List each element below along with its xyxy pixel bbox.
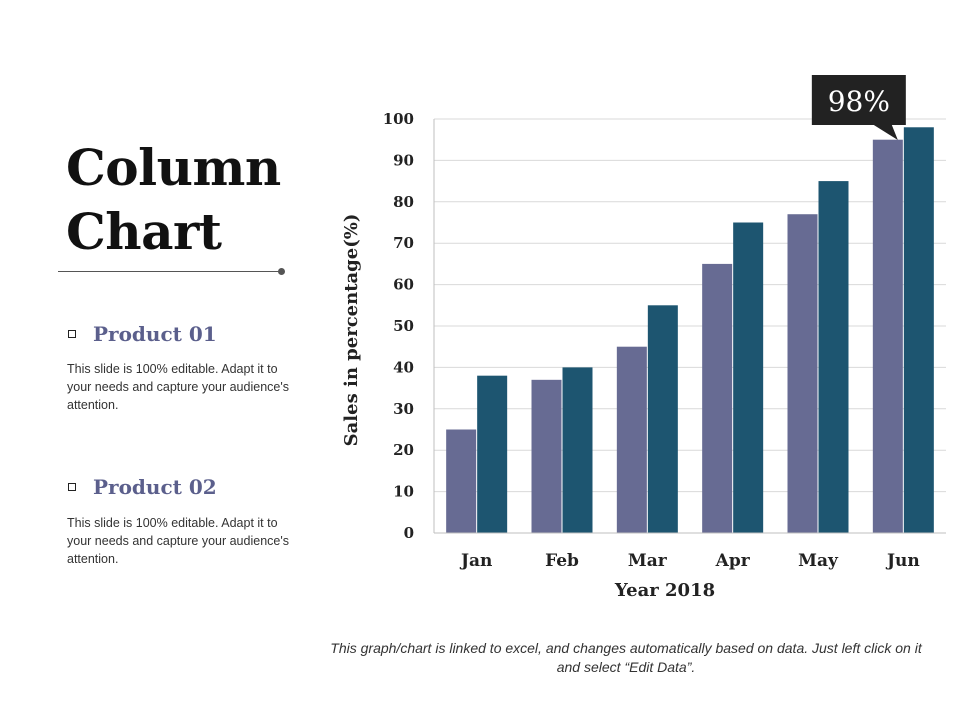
bar-feb-series-1 xyxy=(531,379,562,533)
y-axis-title: Sales in percentage(%) xyxy=(341,214,362,447)
product-01-heading: Product 01 xyxy=(68,322,217,346)
y-tick-label: 0 xyxy=(404,524,414,542)
title-divider xyxy=(58,271,280,272)
title-divider-dot xyxy=(278,268,285,275)
checkbox-bullet-icon xyxy=(68,330,76,338)
y-tick-label: 20 xyxy=(393,441,414,459)
product-02-title: Product 02 xyxy=(93,475,217,499)
bar-mar-series-1 xyxy=(616,346,647,533)
slide-title-line-2: Chart xyxy=(66,202,222,261)
product-02-heading: Product 02 xyxy=(68,475,217,499)
bar-mar-series-2 xyxy=(647,305,678,533)
x-tick-label: Feb xyxy=(545,551,579,571)
y-tick-label: 60 xyxy=(393,276,414,294)
y-tick-label: 80 xyxy=(393,193,414,211)
checkbox-bullet-icon xyxy=(68,483,76,491)
x-tick-label: Jan xyxy=(459,551,492,571)
product-01-title: Product 01 xyxy=(93,322,217,346)
callout-text: 98% xyxy=(828,85,890,118)
x-axis-title: Year 2018 xyxy=(614,580,715,601)
y-tick-label: 90 xyxy=(393,151,414,169)
bars xyxy=(446,127,934,533)
slide-title-line-1: Column xyxy=(66,138,281,197)
axes xyxy=(433,119,946,534)
y-tick-label: 10 xyxy=(393,483,414,501)
bar-apr-series-1 xyxy=(702,263,733,533)
callout-box xyxy=(811,75,906,140)
bar-may-series-2 xyxy=(818,181,849,533)
bar-jan-series-2 xyxy=(477,375,508,533)
chart-footnote: This graph/chart is linked to excel, and… xyxy=(330,640,922,675)
y-tick-label: 30 xyxy=(393,400,414,418)
y-tick-label: 50 xyxy=(393,317,414,335)
y-tick-label: 100 xyxy=(383,110,414,128)
bar-may-series-1 xyxy=(787,214,818,533)
gridlines xyxy=(434,118,946,493)
bar-jun-series-1 xyxy=(872,139,903,533)
y-tick-label: 70 xyxy=(393,234,414,252)
product-02-description: This slide is 100% editable. Adapt it to… xyxy=(67,516,289,566)
bar-apr-series-2 xyxy=(733,222,764,533)
value-callout: 98% xyxy=(811,75,906,140)
slide-title: Column Chart xyxy=(66,136,281,264)
y-tick-label: 40 xyxy=(393,358,414,376)
product-01-description: This slide is 100% editable. Adapt it to… xyxy=(67,362,289,412)
bar-jun-series-2 xyxy=(903,127,934,533)
x-tick-label: Mar xyxy=(628,551,668,571)
axis-labels: 0 10 20 30 40 50 60 70 80 90 100 Jan Feb Mar Apr May Jun… xyxy=(341,110,920,601)
x-tick-label: Apr xyxy=(715,551,751,571)
bar-jan-series-1 xyxy=(446,429,477,533)
x-tick-label: Jun xyxy=(885,551,920,571)
x-tick-label: May xyxy=(798,551,839,571)
bar-feb-series-2 xyxy=(562,367,593,533)
